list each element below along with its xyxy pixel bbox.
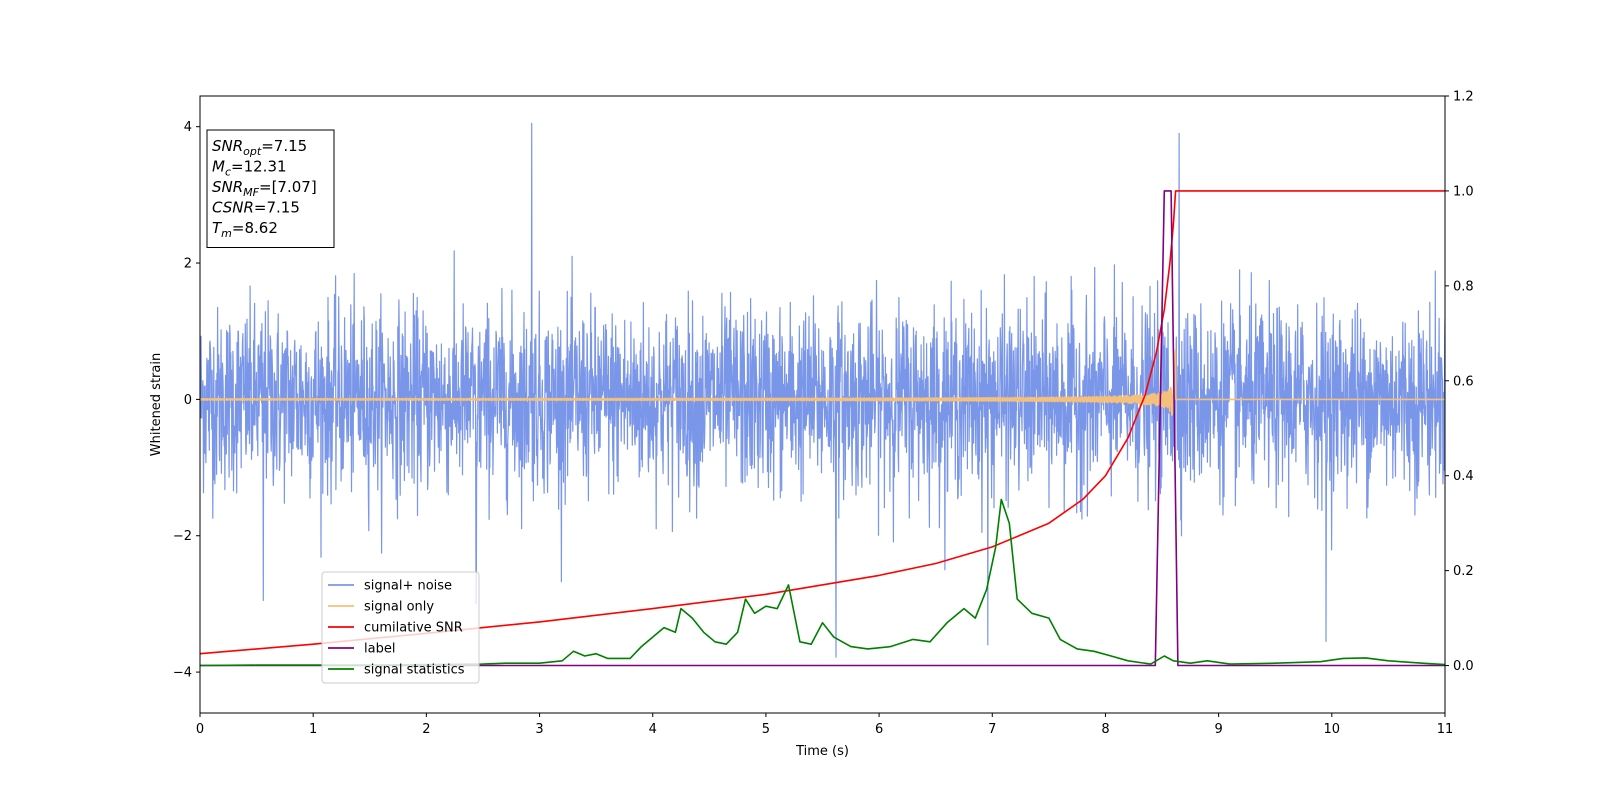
y-tick-label: −4 — [173, 666, 192, 681]
x-tick-label: 1 — [309, 722, 317, 737]
info-line: CSNR=7.15 — [212, 199, 300, 217]
x-tick-label: 11 — [1437, 722, 1454, 737]
legend-label: cumilative SNR — [364, 621, 463, 636]
x-tick-label: 0 — [196, 722, 204, 737]
info-symbol: T — [212, 219, 223, 237]
x-tick-label: 2 — [422, 722, 430, 737]
info-symbol: M — [212, 158, 225, 176]
series-line-cumilative-snr — [200, 190, 1445, 655]
info-box: SNRopt=7.15Mc=12.31SNRMF=[7.07]CSNR=7.15… — [206, 129, 335, 248]
info-symbol: CSNR — [212, 199, 254, 217]
series-layer — [200, 122, 1445, 667]
y-tick-label: 4 — [184, 120, 192, 135]
y2-tick-label: 0.0 — [1453, 659, 1474, 674]
y2-tick-label: 0.2 — [1453, 564, 1474, 579]
y-tick-label: 0 — [184, 393, 192, 408]
info-value: =7.15 — [254, 199, 300, 217]
series-line-signal-noise — [200, 122, 1445, 658]
series-line-label — [200, 190, 1445, 667]
info-subscript: opt — [243, 145, 262, 158]
y-axis-title: Whitened strain — [149, 353, 164, 456]
plot-frame — [199, 95, 1446, 714]
info-line: SNRMF=[7.07] — [212, 178, 317, 199]
legend: signal+ noise signal only cumilative SNR la… — [321, 571, 480, 684]
info-line: Mc=12.31 — [212, 158, 287, 179]
y2-tick-label: 0.4 — [1453, 469, 1474, 484]
legend-label: signal+ noise — [364, 579, 452, 594]
info-value: =8.62 — [232, 219, 278, 237]
y2-tick-label: 1.2 — [1453, 90, 1474, 105]
y-tick-label: −2 — [173, 529, 192, 544]
y-tick-label: 2 — [184, 257, 192, 272]
y2-tick-label: 0.8 — [1453, 279, 1474, 294]
info-line: SNRopt=7.15 — [212, 137, 307, 158]
series-line-signal-statistics — [200, 498, 1445, 667]
legend-frame — [321, 571, 480, 684]
info-subscript: m — [221, 227, 232, 240]
info-box-frame — [206, 129, 335, 248]
x-axis-title: Time (s) — [795, 744, 849, 759]
x-tick-label: 7 — [988, 722, 996, 737]
info-value: =[7.07] — [259, 178, 317, 196]
x-tick-label: 4 — [649, 722, 657, 737]
ticks-layer: 0 1 2 3 4 5 6 7 8 9 10 11 −4 −2 0 2 4 0.0 0.2 0.4 0.6 0.8 1.0 1… — [173, 90, 1474, 738]
x-tick-label: 10 — [1324, 722, 1341, 737]
x-tick-label: 6 — [875, 722, 883, 737]
info-symbol: SNR — [212, 178, 243, 196]
x-tick-label: 8 — [1101, 722, 1109, 737]
info-symbol: SNR — [212, 137, 243, 155]
legend-label: signal only — [364, 600, 434, 615]
info-value: =7.15 — [261, 137, 307, 155]
info-subscript: c — [225, 166, 231, 179]
legend-label: signal statistics — [364, 663, 465, 678]
info-value: =12.31 — [231, 158, 287, 176]
info-subscript: MF — [243, 186, 259, 199]
legend-label: label — [364, 642, 395, 657]
info-line: Tm=8.62 — [212, 219, 278, 240]
x-tick-label: 9 — [1214, 722, 1222, 737]
series-line-signal-only — [200, 349, 1445, 416]
y2-tick-label: 0.6 — [1453, 374, 1474, 389]
y2-tick-label: 1.0 — [1453, 184, 1474, 199]
x-tick-label: 5 — [762, 722, 770, 737]
x-tick-label: 3 — [535, 722, 543, 737]
